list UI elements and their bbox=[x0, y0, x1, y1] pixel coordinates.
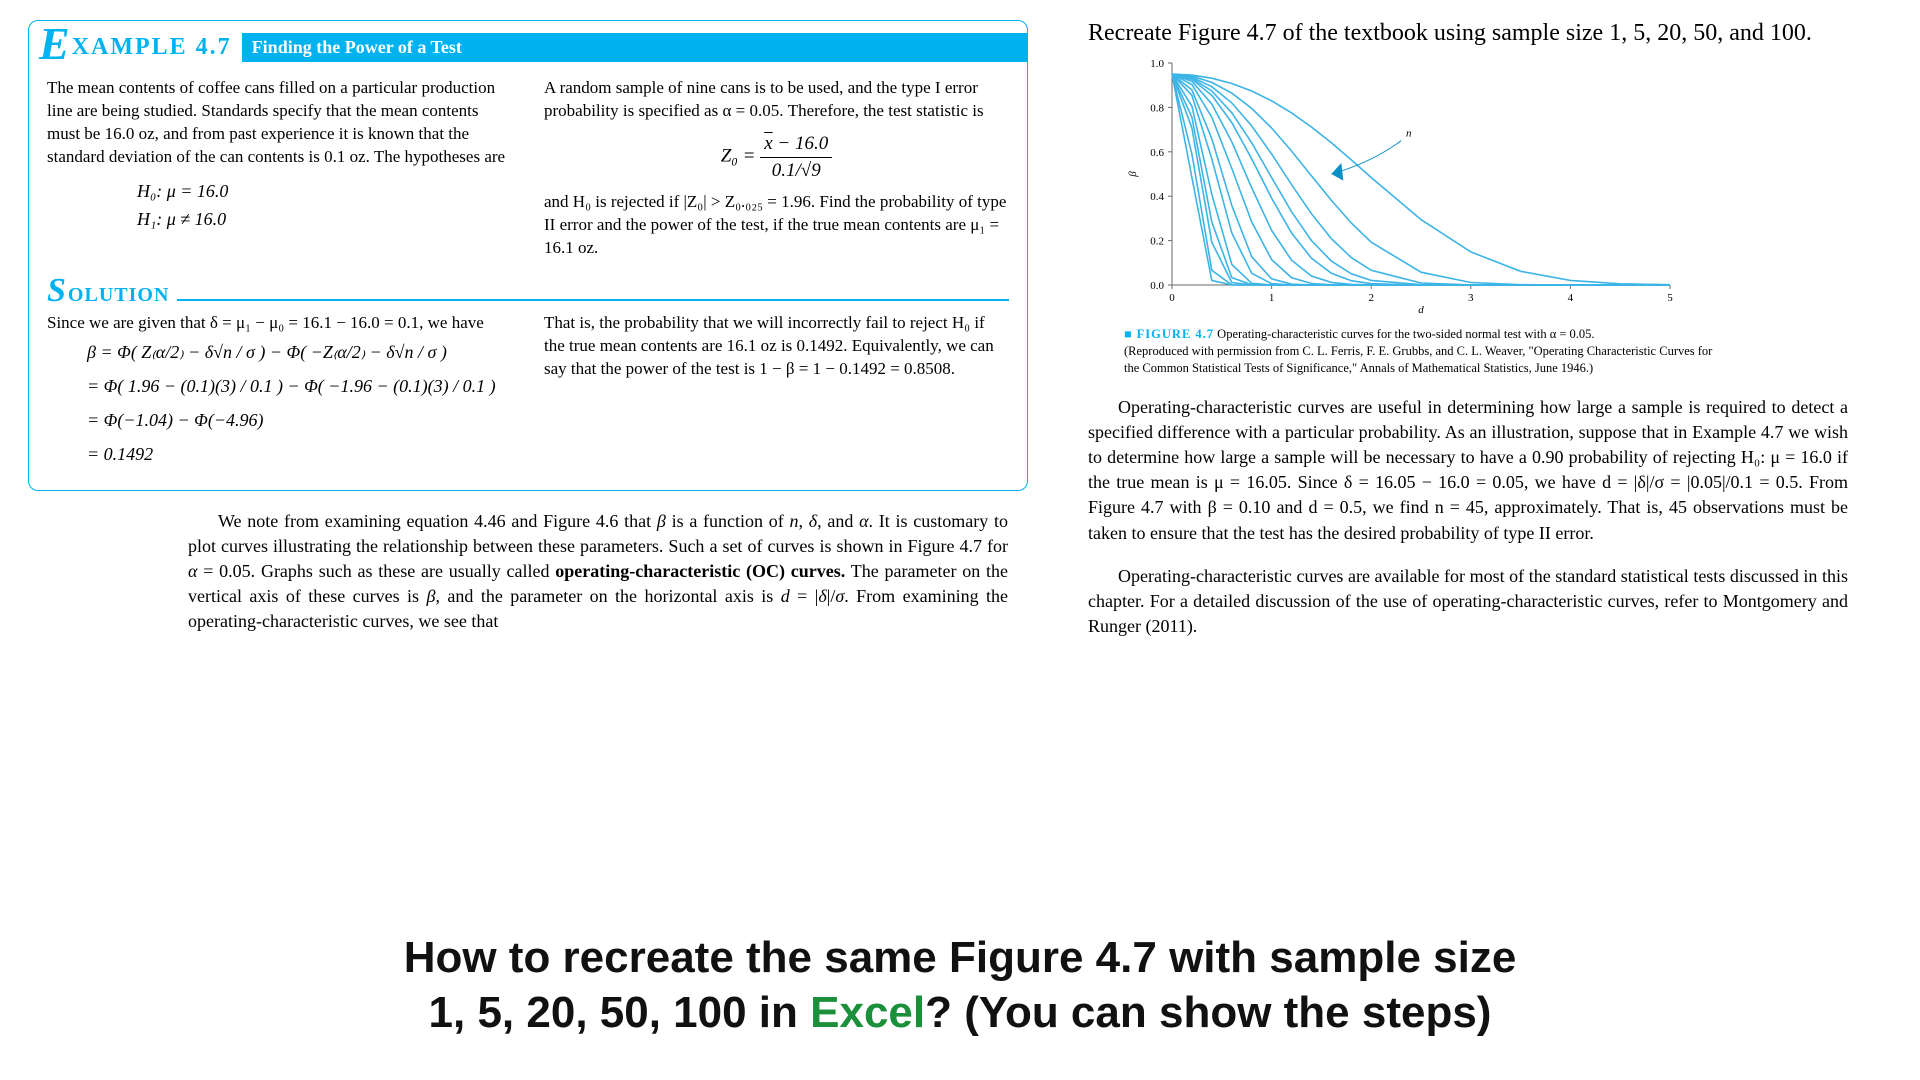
hypothesis-h1: H₁: μ ≠ 16.0 bbox=[137, 207, 512, 231]
q2a: 1, 5, 20, 50, 100 in bbox=[429, 988, 811, 1037]
svg-text:β: β bbox=[1127, 171, 1139, 178]
svg-text:3: 3 bbox=[1468, 292, 1474, 304]
question-line2: 1, 5, 20, 50, 100 in Excel? (You can sho… bbox=[0, 985, 1920, 1040]
solution-header: S OLUTION bbox=[47, 274, 1009, 308]
svg-text:0.2: 0.2 bbox=[1150, 236, 1164, 248]
eq1: β = Φ( Z₍α/2₎ − δ√n / σ ) − Φ( −Z₍α/2₎ −… bbox=[87, 335, 512, 369]
eq2: = Φ( 1.96 − (0.1)(3) / 0.1 ) − Φ( −1.96 … bbox=[87, 369, 512, 403]
example-left-sub: The mean contents of coffee cans filled … bbox=[47, 77, 512, 260]
question-line1: How to recreate the same Figure 4.7 with… bbox=[0, 930, 1920, 985]
example-left-para: The mean contents of coffee cans filled … bbox=[47, 78, 505, 166]
svg-text:0: 0 bbox=[1169, 292, 1175, 304]
instruction: Recreate Figure 4.7 of the textbook usin… bbox=[1088, 20, 1848, 47]
hypothesis-h0: H₀: μ = 16.0 bbox=[137, 179, 512, 203]
solution-equations: β = Φ( Z₍α/2₎ − δ√n / σ ) − Φ( −Z₍α/2₎ −… bbox=[87, 335, 512, 472]
solution-body: Since we are given that δ = μ₁ − μ₀ = 16… bbox=[29, 312, 1027, 472]
z0-fraction: x − 16.0 0.1/√9 bbox=[760, 131, 832, 183]
q2c: ? (You can show the steps) bbox=[925, 988, 1491, 1037]
z0-denominator: 0.1/√9 bbox=[760, 158, 832, 184]
z0-formula: Z₀ = x − 16.0 0.1/√9 bbox=[544, 131, 1009, 183]
lower-paragraph: We note from examining equation 4.46 and… bbox=[188, 509, 1008, 635]
solution-label: OLUTION bbox=[68, 284, 169, 307]
example-label: XAMPLE 4.7 bbox=[72, 34, 232, 61]
figure-caption: ■ FIGURE 4.7 Operating-characteristic cu… bbox=[1124, 326, 1724, 377]
solution-right: That is, the probability that we will in… bbox=[544, 312, 1009, 472]
oc-bold: operating-characteristic (OC) curves. bbox=[555, 561, 845, 581]
example-right-para1: A random sample of nine cans is to be us… bbox=[544, 78, 984, 120]
example-right-sub: A random sample of nine cans is to be us… bbox=[544, 77, 1009, 260]
eq4: = 0.1492 bbox=[87, 437, 512, 471]
svg-text:1: 1 bbox=[1269, 292, 1275, 304]
right-para1: Operating-characteristic curves are usef… bbox=[1088, 395, 1848, 546]
figure-tag: ■ FIGURE 4.7 bbox=[1124, 327, 1214, 341]
solution-right-para: That is, the probability that we will in… bbox=[544, 313, 994, 378]
figure-frame: 0.0 0.2 0.4 0.6 0.8 1.0 0 1 2 3 4 5 d β n bbox=[1124, 55, 1848, 320]
z0-numerator: x − 16.0 bbox=[760, 131, 832, 158]
solution-s-icon: S bbox=[47, 274, 66, 308]
example-title-bar: Finding the Power of a Test bbox=[242, 33, 1028, 62]
solution-left-intro: Since we are given that δ = μ₁ − μ₀ = 16… bbox=[47, 313, 484, 332]
example-box: E XAMPLE 4.7 Finding the Power of a Test… bbox=[28, 20, 1028, 491]
svg-text:0.4: 0.4 bbox=[1150, 191, 1164, 203]
right-para2: Operating-characteristic curves are avai… bbox=[1088, 564, 1848, 640]
example-header: E XAMPLE 4.7 Finding the Power of a Test bbox=[39, 27, 1027, 67]
z0-lhs: Z₀ = bbox=[721, 145, 756, 166]
svg-text:0.8: 0.8 bbox=[1150, 102, 1164, 114]
svg-text:5: 5 bbox=[1667, 292, 1673, 304]
question-block: How to recreate the same Figure 4.7 with… bbox=[0, 930, 1920, 1040]
eq3: = Φ(−1.04) − Φ(−4.96) bbox=[87, 403, 512, 437]
example-e-icon: E bbox=[39, 21, 70, 67]
svg-text:0.0: 0.0 bbox=[1150, 280, 1164, 292]
svg-text:0.6: 0.6 bbox=[1150, 147, 1164, 159]
right-column: Recreate Figure 4.7 of the textbook usin… bbox=[1088, 20, 1848, 657]
svg-text:4: 4 bbox=[1568, 292, 1574, 304]
figure-cap-cred: (Reproduced with permission from C. L. F… bbox=[1124, 344, 1712, 375]
svg-text:d: d bbox=[1418, 304, 1424, 315]
example-right-para2: and H₀ is rejected if |Z₀| > Z₀.₀₂₅ = 1.… bbox=[544, 192, 1006, 257]
oc-chart: 0.0 0.2 0.4 0.6 0.8 1.0 0 1 2 3 4 5 d β n bbox=[1124, 55, 1684, 315]
solution-left: Since we are given that δ = μ₁ − μ₀ = 16… bbox=[47, 312, 512, 472]
q2b: Excel bbox=[810, 988, 925, 1037]
svg-text:1.0: 1.0 bbox=[1150, 58, 1164, 70]
two-column-layout: E XAMPLE 4.7 Finding the Power of a Test… bbox=[28, 20, 1892, 657]
solution-rule bbox=[177, 299, 1009, 301]
page: E XAMPLE 4.7 Finding the Power of a Test… bbox=[0, 0, 1920, 1080]
figure-cap-main: Operating-characteristic curves for the … bbox=[1217, 327, 1594, 341]
example-body: The mean contents of coffee cans filled … bbox=[29, 77, 1027, 260]
svg-text:2: 2 bbox=[1368, 292, 1374, 304]
left-column: E XAMPLE 4.7 Finding the Power of a Test… bbox=[28, 20, 1028, 657]
svg-text:n: n bbox=[1406, 127, 1412, 139]
